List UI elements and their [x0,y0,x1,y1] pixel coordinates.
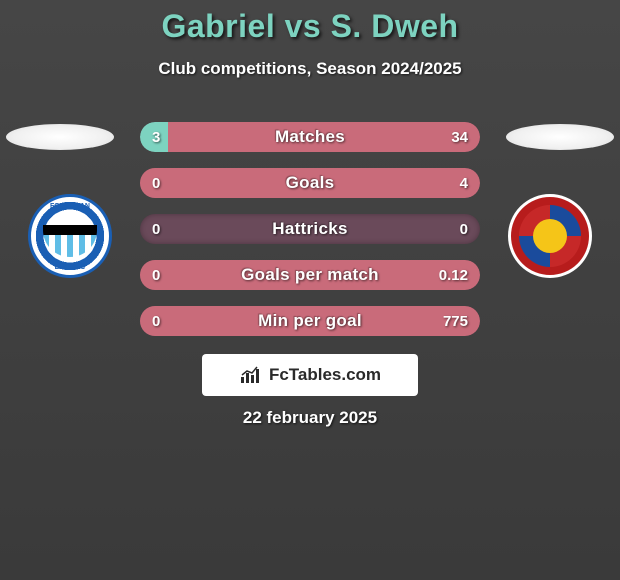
stat-row: 00.12Goals per match [0,260,620,306]
stat-pill: 0775Min per goal [140,306,480,336]
stat-label: Matches [140,122,480,152]
stat-pill: 00.12Goals per match [140,260,480,290]
stats-area: FC SLOVAN LIBEREC 334Matches04Goals00Hat… [0,122,620,352]
stat-pill: 04Goals [140,168,480,198]
stat-label: Hattricks [140,214,480,244]
page-title: Gabriel vs S. Dweh [0,0,620,45]
stat-pill: 00Hattricks [140,214,480,244]
source-logo: FcTables.com [202,354,418,396]
source-logo-text: FcTables.com [269,365,381,385]
stat-pill: 334Matches [140,122,480,152]
stat-row: 00Hattricks [0,214,620,260]
stat-row: 04Goals [0,168,620,214]
page-subtitle: Club competitions, Season 2024/2025 [0,59,620,79]
stat-label: Goals [140,168,480,198]
stat-row: 0775Min per goal [0,306,620,352]
date-label: 22 february 2025 [0,408,620,428]
infographic-container: Gabriel vs S. Dweh Club competitions, Se… [0,0,620,580]
bar-chart-icon [239,365,263,385]
stat-row: 334Matches [0,122,620,168]
stat-rows: 334Matches 04Goals 00Hattricks 00.12Goals p… [0,122,620,352]
stat-label: Min per goal [140,306,480,336]
stat-label: Goals per match [140,260,480,290]
